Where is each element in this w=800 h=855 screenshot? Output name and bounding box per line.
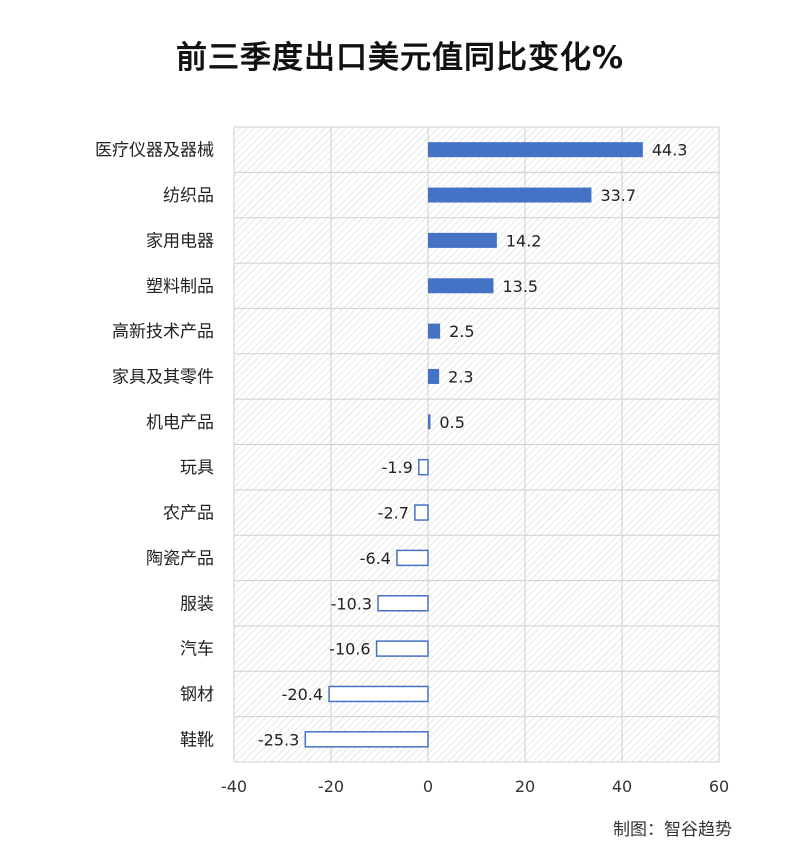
x-tick-label: -40 [221, 777, 247, 796]
bar [304, 731, 429, 748]
x-tick-label: 20 [515, 777, 535, 796]
gridlines [233, 126, 720, 763]
x-tick-label: 0 [423, 777, 433, 796]
chart-title: 前三季度出口美元值同比变化% [175, 40, 625, 76]
data-label: -1.9 [382, 458, 413, 477]
bar [428, 142, 643, 158]
category-label: 医疗仪器及器械 [95, 141, 214, 161]
bar [428, 414, 431, 430]
source-note: 制图：智谷趋势 [613, 820, 732, 840]
data-label: 2.5 [449, 322, 474, 341]
data-label: 44.3 [652, 141, 688, 160]
category-label: 机电产品 [146, 413, 214, 433]
category-label: 高新技术产品 [112, 322, 214, 342]
bar [428, 368, 440, 384]
labels: -40 -20 0 20 40 60 医疗仪器及器械 44.3 纺织品 33.7 家用电器 14.2 塑… [95, 141, 729, 796]
category-label: 家用电器 [146, 231, 214, 251]
category-label: 塑料制品 [146, 277, 214, 297]
category-label: 鞋靴 [180, 730, 214, 750]
category-label: 家具及其零件 [112, 367, 214, 387]
data-label: 13.5 [502, 277, 538, 296]
data-label: 0.5 [439, 413, 464, 432]
bars [304, 142, 643, 748]
data-label: -2.7 [378, 504, 409, 523]
data-label: -10.6 [329, 640, 370, 659]
data-label: 33.7 [600, 186, 636, 205]
bar [428, 323, 441, 339]
bar [428, 278, 494, 294]
category-label: 服装 [180, 594, 214, 614]
bar [328, 685, 429, 703]
bar [396, 549, 429, 567]
bar [418, 458, 429, 476]
data-label: -20.4 [282, 685, 323, 704]
category-label: 陶瓷产品 [146, 549, 214, 569]
bar [428, 232, 497, 248]
data-label: -6.4 [360, 549, 391, 568]
x-tick-label: -20 [318, 777, 344, 796]
bar [414, 504, 429, 521]
bar [377, 595, 429, 612]
x-tick-label: 60 [709, 777, 729, 796]
bar [375, 640, 429, 657]
data-label: 2.3 [448, 367, 473, 386]
data-label: -25.3 [258, 730, 299, 749]
bar [428, 187, 592, 203]
category-label: 汽车 [180, 640, 214, 660]
x-tick-label: 40 [612, 777, 632, 796]
category-label: 钢材 [180, 685, 214, 705]
category-label: 纺织品 [163, 186, 214, 206]
category-label: 玩具 [180, 458, 214, 478]
category-label: 农产品 [163, 504, 214, 524]
data-label: 14.2 [506, 231, 542, 250]
data-label: -10.3 [331, 594, 372, 613]
